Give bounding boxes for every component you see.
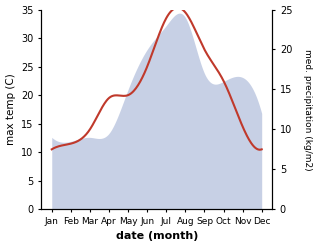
- X-axis label: date (month): date (month): [115, 231, 198, 242]
- Y-axis label: max temp (C): max temp (C): [5, 74, 16, 145]
- Y-axis label: med. precipitation (kg/m2): med. precipitation (kg/m2): [303, 49, 313, 170]
